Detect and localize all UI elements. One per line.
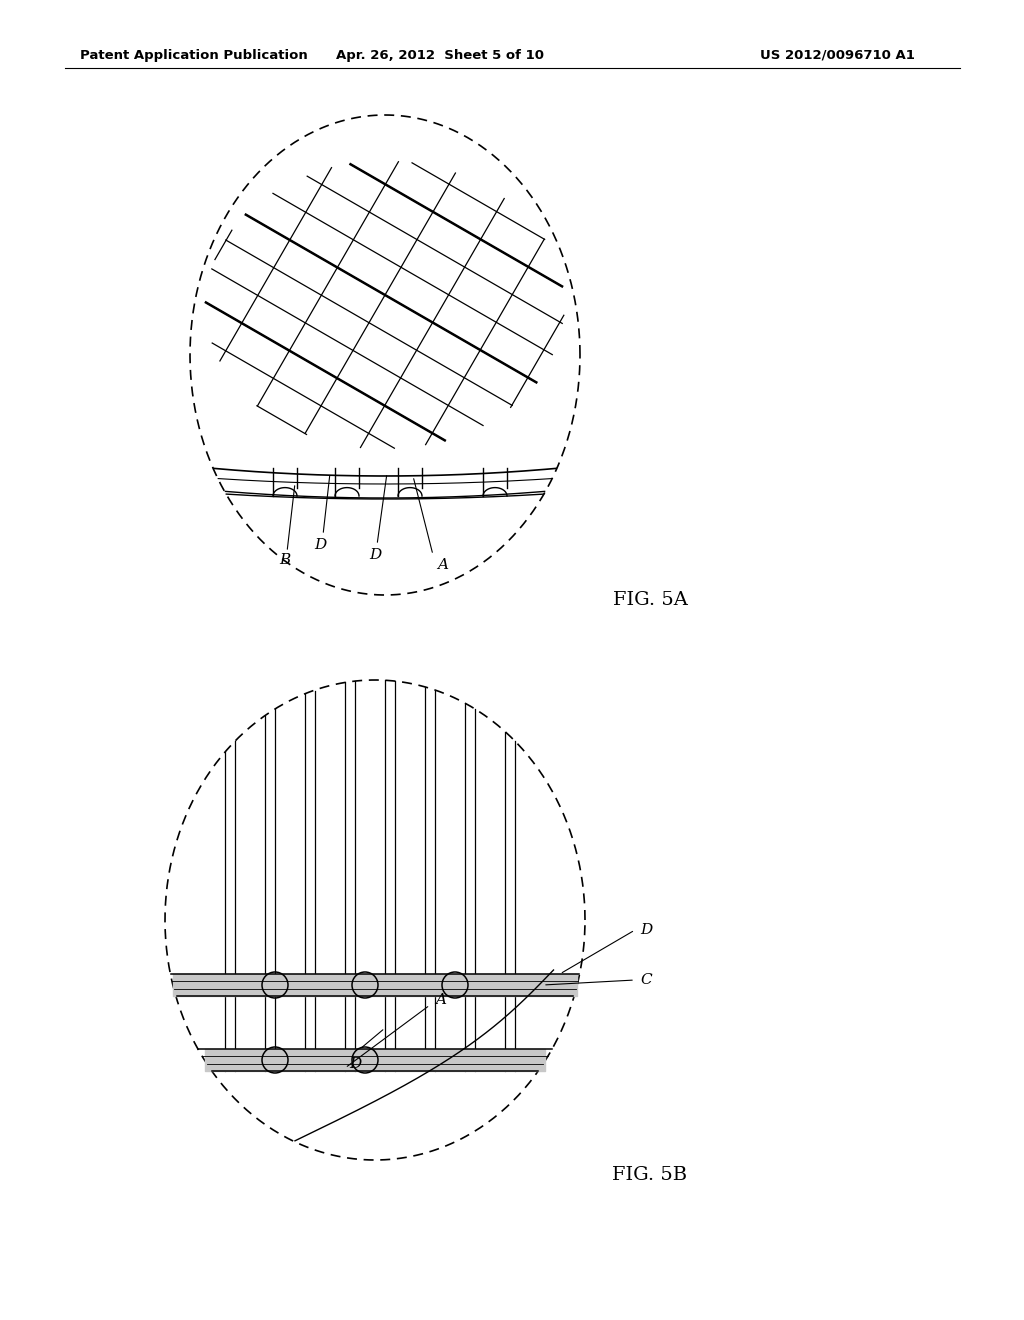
Text: A: A [435,993,446,1007]
Text: FIG. 5A: FIG. 5A [612,591,687,609]
Text: US 2012/0096710 A1: US 2012/0096710 A1 [760,49,914,62]
Text: B: B [280,553,291,568]
Text: A: A [437,558,449,572]
Text: D: D [640,923,652,937]
Text: D: D [314,539,326,552]
Text: C: C [640,973,651,987]
Text: Patent Application Publication: Patent Application Publication [80,49,308,62]
Text: Apr. 26, 2012  Sheet 5 of 10: Apr. 26, 2012 Sheet 5 of 10 [336,49,544,62]
Text: D: D [369,548,381,562]
Text: FIG. 5B: FIG. 5B [612,1166,687,1184]
Text: D: D [349,1057,361,1071]
